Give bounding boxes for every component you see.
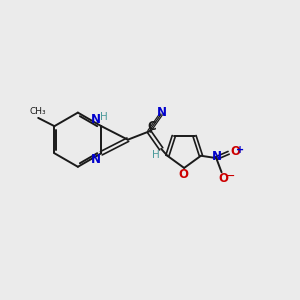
Text: −: − — [225, 170, 235, 183]
Text: C: C — [147, 120, 156, 133]
Text: H: H — [152, 150, 160, 160]
Text: N: N — [91, 153, 101, 166]
Text: O: O — [178, 168, 189, 181]
Text: H: H — [100, 112, 107, 122]
Text: O: O — [230, 146, 240, 158]
Text: +: + — [236, 145, 244, 155]
Text: N: N — [158, 106, 167, 119]
Text: N: N — [91, 113, 101, 126]
Text: N: N — [212, 150, 222, 163]
Text: O: O — [218, 172, 228, 185]
Text: CH₃: CH₃ — [29, 107, 46, 116]
